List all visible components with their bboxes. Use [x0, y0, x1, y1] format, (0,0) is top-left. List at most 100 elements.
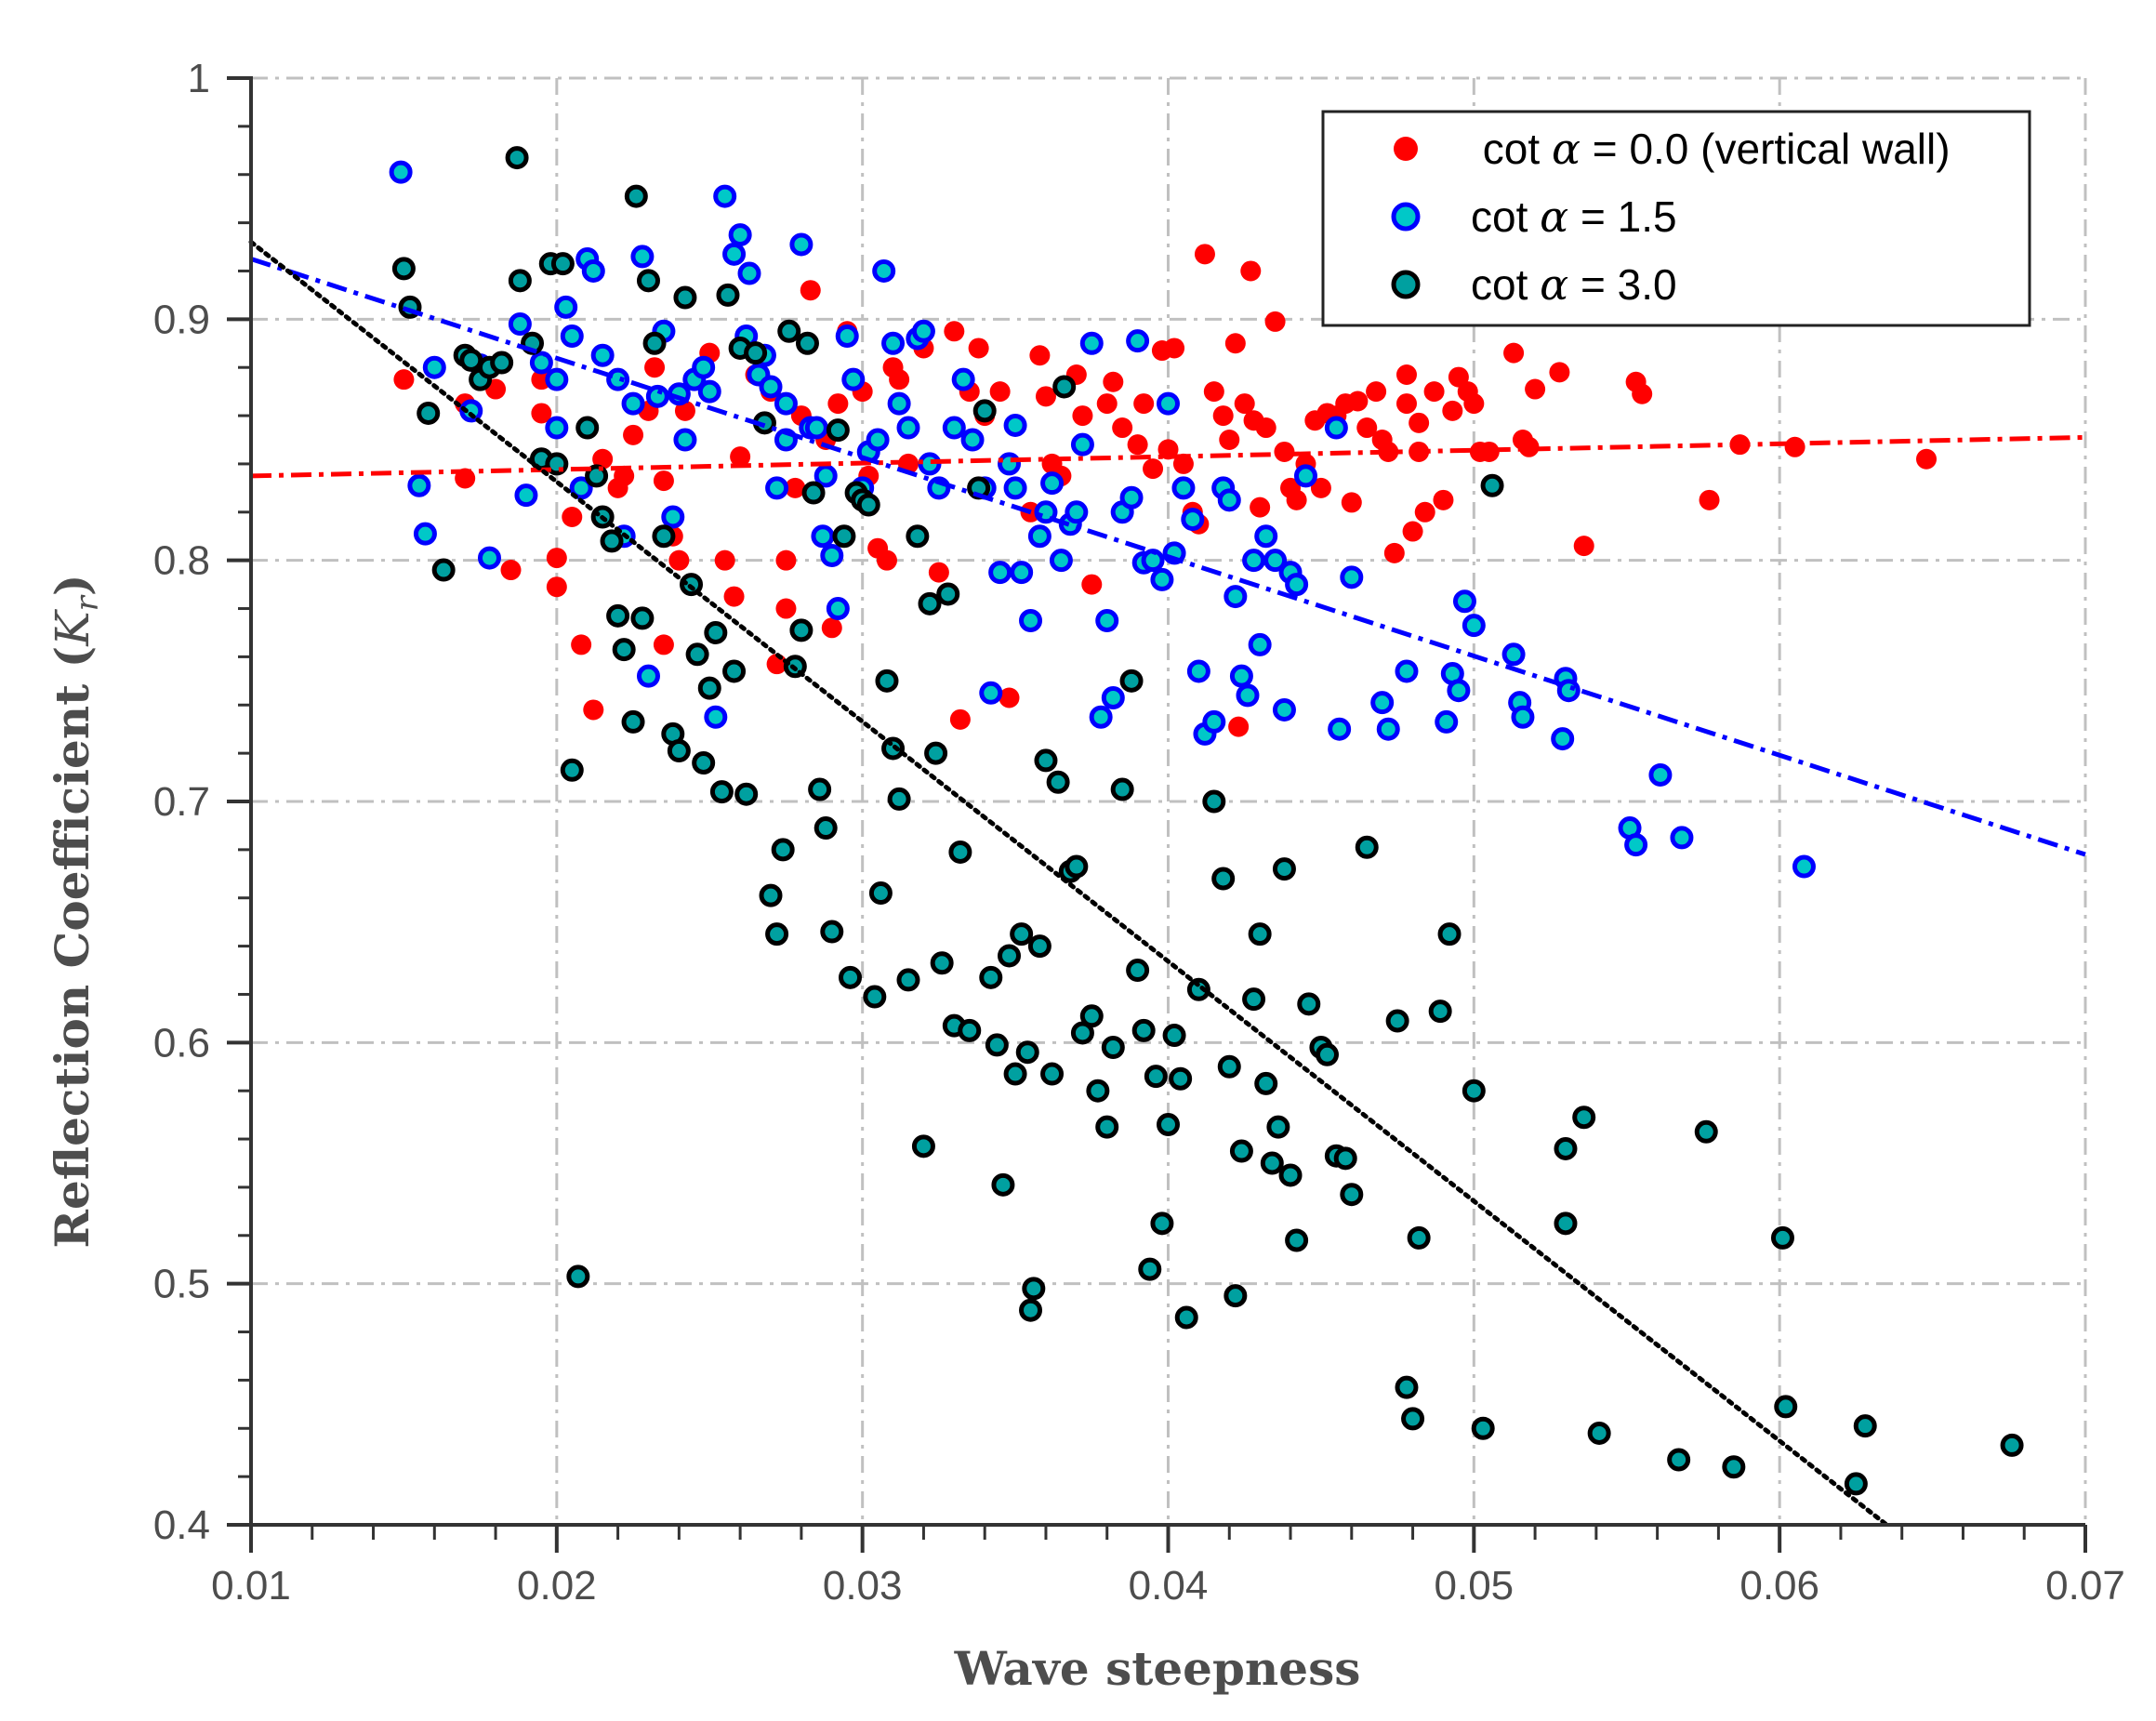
- data-point-blue: [979, 681, 1003, 705]
- data-point-black: [1667, 1448, 1691, 1472]
- data-point-black: [704, 620, 728, 644]
- data-point-blue: [413, 522, 437, 546]
- data-point-blue: [866, 428, 890, 452]
- data-point-blue: [1040, 471, 1065, 496]
- data-point-red: [674, 400, 695, 421]
- data-point-black: [744, 341, 768, 365]
- data-point-black: [896, 968, 920, 992]
- data-point-blue: [590, 343, 615, 367]
- data-point-black: [1101, 1036, 1125, 1060]
- data-point-blue: [554, 295, 578, 319]
- data-point-red: [614, 465, 635, 486]
- data-point-blue: [1324, 416, 1348, 440]
- data-point-blue: [1435, 709, 1459, 734]
- data-point-black: [868, 881, 893, 906]
- data-point-black: [820, 920, 844, 944]
- data-point-red: [775, 598, 797, 619]
- data-point-blue: [581, 258, 605, 283]
- data-point-blue: [1010, 561, 1034, 585]
- data-point-blue: [911, 319, 935, 343]
- data-point-blue: [1340, 565, 1364, 589]
- data-point-red: [928, 562, 949, 583]
- data-point-blue: [1049, 549, 1073, 573]
- data-point-red: [1035, 386, 1056, 407]
- data-point-blue: [1101, 685, 1125, 709]
- legend-label-cot-3-0: cot α = 3.0: [1471, 259, 1677, 310]
- data-point-blue: [1447, 679, 1471, 703]
- data-point-red: [393, 369, 415, 391]
- x-tick-label: 0.02: [517, 1563, 597, 1608]
- y-axis-label-subscript: r: [69, 594, 106, 611]
- data-point-black: [709, 780, 734, 804]
- y-axis-label-symbol: K: [46, 609, 99, 647]
- data-point-black: [1333, 1146, 1357, 1171]
- data-point-blue: [1293, 464, 1317, 488]
- data-point-black: [777, 319, 801, 343]
- data-point-black: [431, 558, 456, 582]
- data-point-blue: [826, 597, 850, 621]
- data-point-blue: [545, 416, 569, 440]
- data-point-blue: [1263, 549, 1288, 573]
- data-point-red: [800, 280, 821, 301]
- series-black: [391, 146, 2024, 1496]
- data-point-black: [1770, 1225, 1794, 1250]
- data-point-black: [630, 606, 655, 630]
- data-point-red: [1072, 405, 1093, 427]
- data-point-blue: [1095, 609, 1119, 632]
- data-point-blue: [1070, 432, 1094, 457]
- data-point-blue: [951, 367, 975, 391]
- data-point-black: [1315, 1042, 1339, 1066]
- data-point-blue: [1181, 508, 1205, 532]
- data-point-black: [636, 269, 660, 293]
- data-point-blue: [1285, 573, 1309, 597]
- data-point-red: [821, 617, 842, 639]
- data-point-blue: [713, 184, 737, 208]
- x-tick-label: 0.05: [1435, 1563, 1514, 1608]
- data-point-blue: [759, 375, 783, 399]
- data-point-blue: [1126, 329, 1150, 353]
- data-point-black: [1040, 1062, 1065, 1086]
- axes: [227, 76, 2087, 1553]
- data-point-black: [1119, 669, 1144, 693]
- data-point-black: [1211, 867, 1236, 891]
- data-point-black: [1407, 1225, 1431, 1250]
- data-point-black: [1162, 1024, 1186, 1048]
- data-point-black: [1285, 1228, 1309, 1252]
- data-point-red: [1224, 333, 1246, 354]
- data-point-blue: [1648, 762, 1673, 787]
- data-point-blue: [1019, 609, 1043, 632]
- data-point-blue: [774, 391, 798, 416]
- data-point-red: [1228, 716, 1250, 737]
- data-point-black: [508, 269, 532, 293]
- data-point-black: [1022, 1277, 1046, 1301]
- data-point-blue: [569, 476, 593, 500]
- data-point-black: [1340, 1183, 1364, 1207]
- data-point-blue: [1272, 697, 1296, 721]
- data-point-black: [1554, 1211, 1578, 1236]
- data-point-blue: [621, 391, 645, 416]
- y-axis-label-close: ): [45, 574, 99, 596]
- data-point-blue: [1027, 524, 1052, 549]
- data-point-black: [1150, 1211, 1174, 1236]
- data-point-red: [1549, 362, 1570, 383]
- data-point-blue: [606, 367, 630, 391]
- data-point-black: [1079, 1004, 1104, 1028]
- data-point-black: [1694, 1119, 1718, 1144]
- data-point-red: [1402, 521, 1423, 542]
- data-point-red: [1916, 448, 1938, 470]
- data-point-blue: [389, 160, 413, 184]
- data-point-blue: [1089, 705, 1113, 729]
- x-tick-label: 0.06: [1739, 1563, 1819, 1608]
- legend-marker-cot-1-5: [1391, 202, 1421, 232]
- data-point-black: [1019, 1298, 1043, 1322]
- data-point-black: [1462, 1079, 1486, 1103]
- data-point-blue: [1624, 833, 1648, 857]
- data-point-red: [1127, 434, 1148, 456]
- data-point-red: [1234, 393, 1255, 415]
- legend-box: [1321, 110, 2031, 327]
- data-point-black: [459, 348, 483, 372]
- data-point-black: [1174, 1305, 1198, 1330]
- data-point-black: [765, 922, 789, 947]
- data-point-black: [1480, 473, 1504, 497]
- data-point-blue: [1792, 854, 1816, 879]
